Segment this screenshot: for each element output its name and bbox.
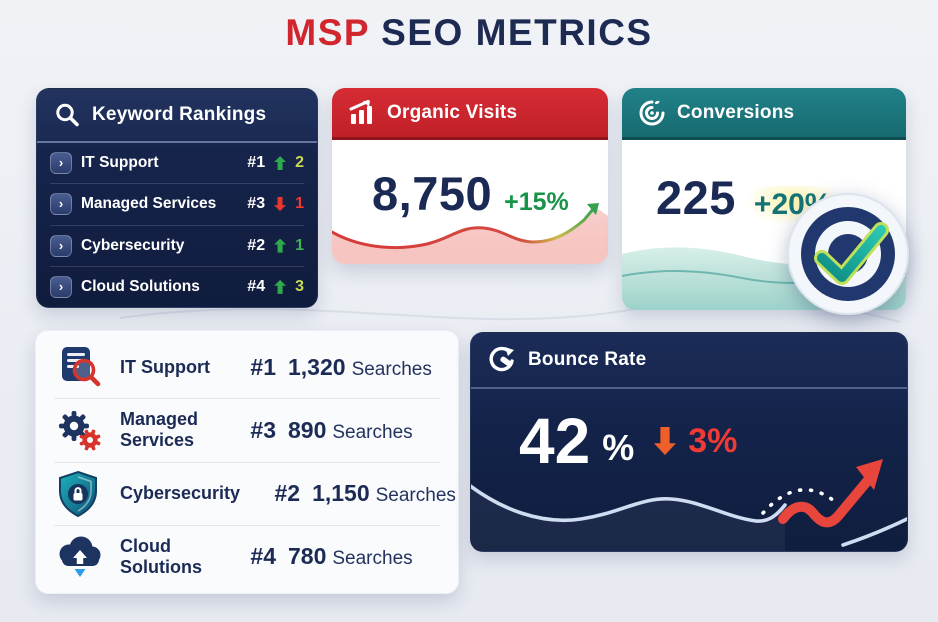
- keyword-label: Cloud Solutions: [81, 277, 200, 295]
- conversions-title: Conversions: [677, 101, 795, 123]
- search-volume-count-group: 1,150 Searches: [312, 480, 464, 507]
- search-volume-unit: Searches: [351, 358, 432, 380]
- bounce-rate-header: Bounce Rate: [471, 333, 907, 389]
- search-volume-count-group: 890 Searches: [288, 417, 440, 444]
- conversions-value: 225: [656, 171, 736, 224]
- rank-change: 1: [295, 195, 304, 213]
- conversions-card: Conversions 225 +20%: [622, 88, 909, 315]
- search-volume-row: Cloud Solutions #4 780 Searches: [54, 524, 440, 588]
- search-volume-row: Managed Services #3 890 Searches: [54, 398, 440, 461]
- search-volume-unit: Searches: [332, 421, 413, 443]
- conversions-header: Conversions: [622, 88, 906, 140]
- keyword-label: Managed Services: [81, 195, 217, 213]
- search-volume-label: IT Support: [120, 356, 210, 377]
- rank-change: 1: [295, 236, 304, 254]
- down-arrow-icon: [274, 197, 286, 211]
- chevron-right-button[interactable]: [50, 275, 72, 298]
- search-volume-label: Cybersecurity: [120, 483, 241, 504]
- search-volume-count-group: 1,320 Searches: [288, 354, 440, 381]
- organic-visits-title: Organic Visits: [387, 101, 518, 123]
- keyword-row: Cybersecurity #2 1: [50, 224, 304, 266]
- organic-visits-value-row: 8,750 +15%: [332, 140, 608, 221]
- keyword-rank: #1: [247, 154, 266, 172]
- up-arrow-icon: [274, 238, 287, 253]
- search-volume-rank: #4: [250, 543, 276, 570]
- search-volume-unit: Searches: [332, 548, 413, 570]
- search-volume-count: 780: [288, 543, 327, 570]
- keyword-rank: #3: [247, 195, 266, 213]
- keyword-label: IT Support: [81, 154, 159, 172]
- bar-chart-arrow-icon: [349, 99, 372, 124]
- organic-visits-change: +15%: [504, 188, 569, 216]
- keyword-row: IT Support #1 2: [50, 143, 304, 183]
- keyword-row: Cloud Solutions #4 3: [50, 265, 304, 307]
- page-title: MSP SEO METRICS: [0, 12, 938, 54]
- bounce-rate-unit: %: [602, 427, 635, 468]
- search-volume-rank: #3: [250, 416, 276, 443]
- rank-change: 3: [295, 277, 304, 295]
- keyword-label: Cybersecurity: [81, 236, 185, 254]
- target-check-icon: [787, 193, 909, 315]
- search-volume-count: 1,320: [288, 353, 346, 380]
- gears-icon: [59, 411, 101, 451]
- organic-visits-card: Organic Visits 8,750 +15%: [332, 88, 608, 264]
- search-volume-label: Cloud Solutions: [120, 535, 202, 577]
- title-rest: SEO METRICS: [369, 12, 653, 53]
- title-accent: MSP: [285, 12, 370, 53]
- keyword-rank: #2: [247, 236, 266, 254]
- rank-change: 2: [295, 154, 304, 172]
- search-icon: [56, 103, 79, 127]
- organic-visits-header: Organic Visits: [332, 88, 608, 140]
- shield-lock-icon: [59, 470, 97, 517]
- up-arrow-icon: [274, 156, 287, 171]
- target-spiral-icon: [639, 100, 665, 125]
- keyword-row: Managed Services #3 1: [50, 183, 304, 224]
- bounce-arrow-icon: [489, 346, 514, 372]
- chevron-right-button[interactable]: [50, 193, 72, 216]
- search-volume-count: 1,150: [312, 480, 370, 507]
- keyword-rankings-list: IT Support #1 2 Managed Services #3 1 Cy…: [37, 143, 317, 307]
- document-search-icon: [62, 347, 101, 387]
- search-volume-row: Cybersecurity #2 1,150 Searches: [54, 461, 456, 525]
- bounce-rate-title: Bounce Rate: [528, 349, 647, 370]
- chevron-right-button[interactable]: [50, 152, 72, 175]
- search-volume-rank: #1: [250, 353, 276, 380]
- cloud-upload-icon: [59, 536, 101, 577]
- bounce-rate-value: 42: [519, 405, 591, 477]
- chevron-right-button[interactable]: [50, 234, 72, 257]
- search-volume-count-group: 780 Searches: [288, 543, 440, 570]
- search-volume-rank: #2: [274, 480, 301, 507]
- bounce-rate-value-row: 42 % 3%: [471, 389, 907, 473]
- search-volume-row: IT Support #1 1,320 Searches: [54, 336, 440, 398]
- search-volume-card: IT Support #1 1,320 Searches: [35, 330, 459, 594]
- bounce-rate-change: 3%: [688, 421, 738, 460]
- keyword-rankings-card: Keyword Rankings IT Support #1 2 Managed…: [36, 88, 318, 308]
- keyword-rank: #4: [247, 277, 266, 295]
- keyword-rankings-header: Keyword Rankings: [37, 89, 317, 143]
- up-arrow-icon: [274, 279, 287, 294]
- search-volume-label: Managed Services: [120, 409, 199, 451]
- keyword-rankings-title: Keyword Rankings: [92, 104, 267, 125]
- down-arrow-icon: [654, 427, 676, 455]
- search-volume-unit: Searches: [375, 485, 456, 507]
- bounce-rate-card: Bounce Rate 42 % 3%: [470, 332, 908, 552]
- organic-visits-value: 8,750: [372, 167, 493, 220]
- search-volume-count: 890: [288, 416, 327, 443]
